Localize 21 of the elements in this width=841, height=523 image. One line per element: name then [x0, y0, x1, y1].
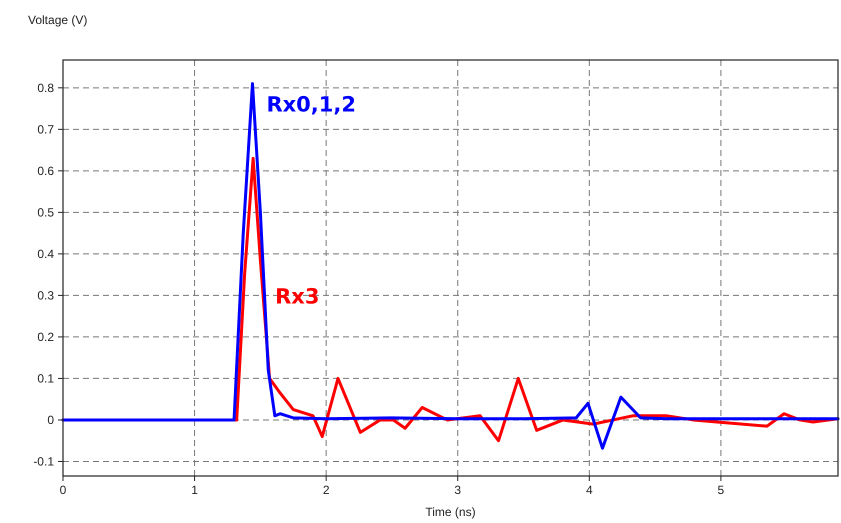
- y-tick-label: 0: [47, 412, 54, 427]
- y-axis-title: Voltage (V): [28, 13, 88, 27]
- x-tick-label: 4: [586, 483, 593, 497]
- y-tick-label: 0.7: [37, 122, 54, 136]
- y-tick-label: 0.6: [37, 164, 54, 178]
- series-label: Rx0,1,2: [266, 92, 356, 117]
- x-tick-label: 3: [454, 483, 462, 497]
- y-tick-label: -0.1: [33, 454, 54, 468]
- y-tick-label: 0.2: [37, 330, 54, 344]
- y-tick-label: 0.4: [37, 246, 54, 261]
- line-series: [62, 82, 840, 450]
- y-tick-label: 0.5: [37, 205, 54, 220]
- x-tick-label: 5: [718, 483, 725, 497]
- y-tick-label: 0.8: [37, 80, 54, 95]
- y-tick-label: 0.1: [37, 371, 54, 386]
- y-tick-label: 0.3: [37, 288, 54, 302]
- x-tick-label: 1: [191, 483, 198, 497]
- series-label: Rx3: [275, 284, 320, 308]
- x-axis-title: Time (ns): [425, 505, 476, 519]
- x-tick-label: 0: [60, 483, 67, 497]
- x-tick-label: 2: [322, 483, 330, 497]
